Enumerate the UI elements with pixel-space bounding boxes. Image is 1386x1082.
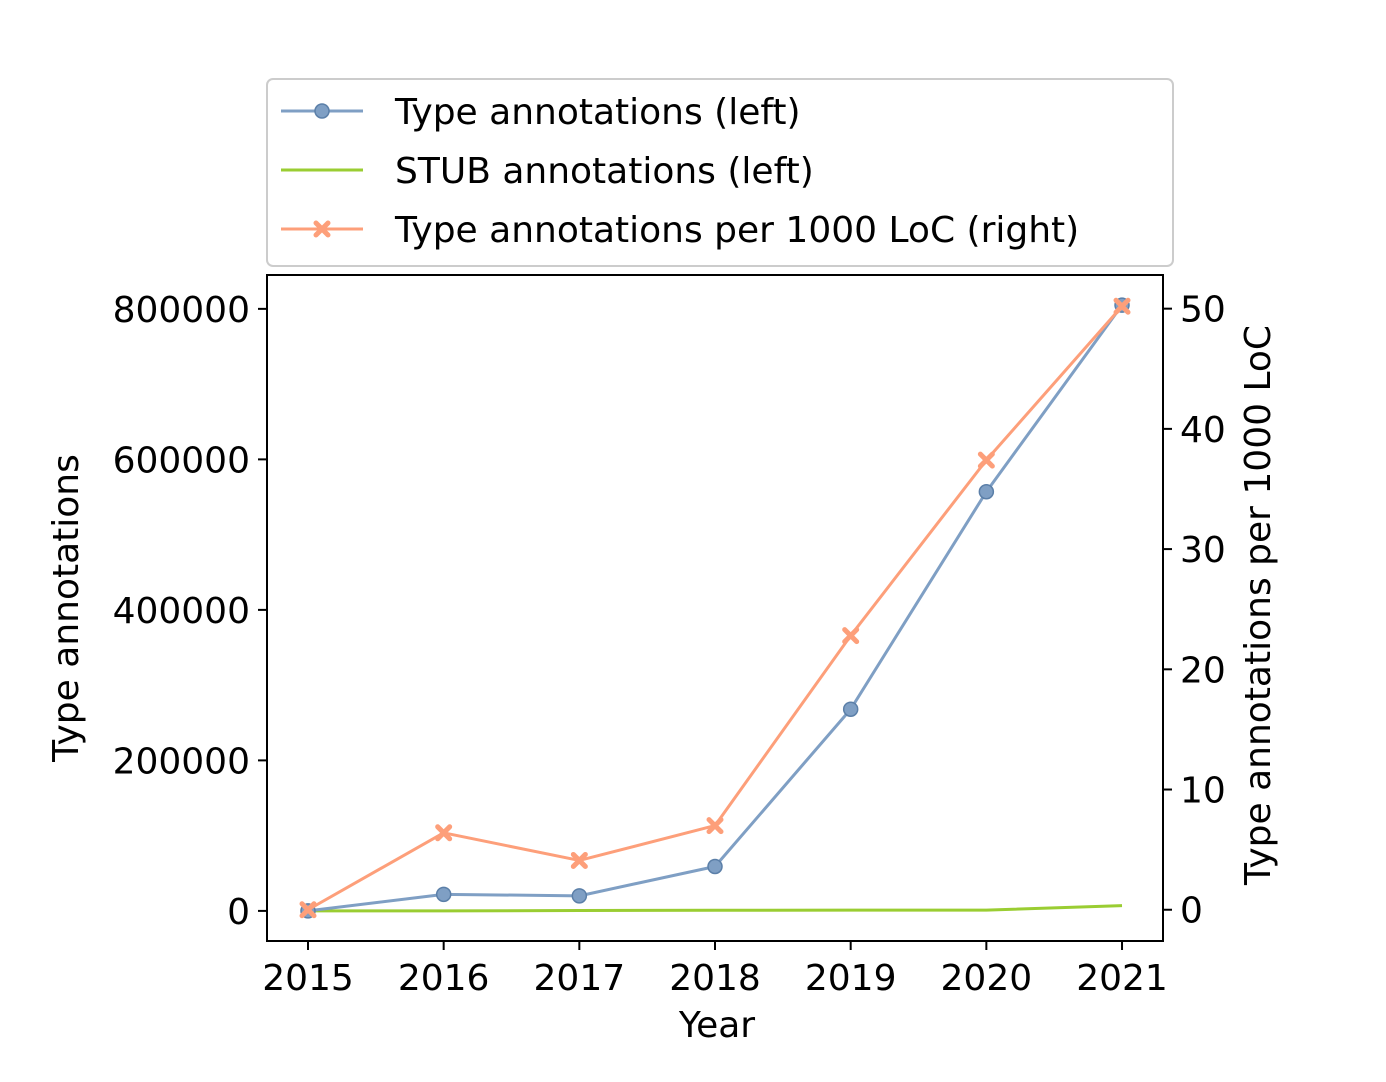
legend: Type annotations (left) STUB annotations … bbox=[266, 78, 1174, 267]
series-line bbox=[307, 305, 1124, 912]
x-tick-label: 2016 bbox=[398, 958, 490, 999]
y-left-tick-label: 600000 bbox=[113, 440, 250, 481]
data-point bbox=[299, 901, 317, 919]
y-left-tick-label: 0 bbox=[227, 892, 250, 933]
legend-label: Type annotations per 1000 LoC (right) bbox=[394, 210, 1079, 251]
series-0 bbox=[300, 297, 1130, 919]
data-point bbox=[842, 701, 859, 717]
x-tick-label: 2019 bbox=[805, 958, 897, 999]
x-tick-label: 2020 bbox=[941, 958, 1033, 999]
data-point bbox=[1113, 297, 1131, 315]
y-right-tick-label: 20 bbox=[1180, 650, 1226, 691]
y-left-tick-label: 200000 bbox=[113, 741, 250, 782]
legend-item: Type annotations per 1000 LoC (right) bbox=[281, 210, 1079, 251]
x-axis: 2015 2016 2017 2018 2019 2020 2021 bbox=[262, 941, 1168, 999]
x-tick-label: 2015 bbox=[262, 958, 354, 999]
legend-marker bbox=[313, 220, 331, 238]
data-point bbox=[706, 817, 724, 835]
legend-marker bbox=[314, 103, 330, 119]
y-axis-left-title: Type annotations bbox=[46, 454, 87, 763]
series-line bbox=[307, 304, 1124, 913]
data-point bbox=[570, 851, 588, 869]
series-2 bbox=[299, 297, 1131, 919]
y-left-tick-label: 800000 bbox=[113, 290, 250, 331]
plot-area bbox=[266, 274, 1164, 942]
y-right-tick-label: 0 bbox=[1180, 891, 1203, 932]
data-point bbox=[977, 451, 995, 469]
data-point bbox=[571, 888, 588, 904]
legend-label: Type annotations (left) bbox=[394, 92, 801, 133]
y-axis-right: 0 10 20 30 40 50 bbox=[1163, 290, 1226, 932]
y-left-tick-label: 400000 bbox=[113, 591, 250, 632]
y-right-tick-label: 30 bbox=[1180, 530, 1226, 571]
data-point bbox=[707, 858, 723, 875]
x-tick-label: 2017 bbox=[534, 958, 626, 999]
data-point bbox=[842, 627, 860, 645]
y-right-tick-label: 10 bbox=[1180, 771, 1226, 812]
series-1 bbox=[308, 904, 1123, 913]
data-point bbox=[435, 886, 452, 903]
legend-frame bbox=[266, 78, 1174, 267]
plot-frame bbox=[266, 274, 1164, 942]
legend-label: STUB annotations (left) bbox=[395, 151, 814, 192]
data-point bbox=[435, 824, 453, 842]
legend-item: STUB annotations (left) bbox=[281, 151, 814, 192]
x-tick-label: 2021 bbox=[1076, 958, 1168, 999]
y-axis-right-title: Type annotations per 1000 LoC bbox=[1238, 325, 1279, 886]
y-right-tick-label: 50 bbox=[1180, 290, 1226, 331]
series-line bbox=[308, 904, 1123, 913]
y-right-tick-label: 40 bbox=[1180, 410, 1226, 451]
y-axis-left: 0 200000 400000 600000 800000 bbox=[113, 290, 267, 933]
data-point bbox=[978, 483, 995, 500]
legend-item: Type annotations (left) bbox=[281, 92, 801, 133]
x-tick-label: 2018 bbox=[669, 958, 761, 999]
x-axis-title: Year bbox=[678, 1005, 755, 1046]
